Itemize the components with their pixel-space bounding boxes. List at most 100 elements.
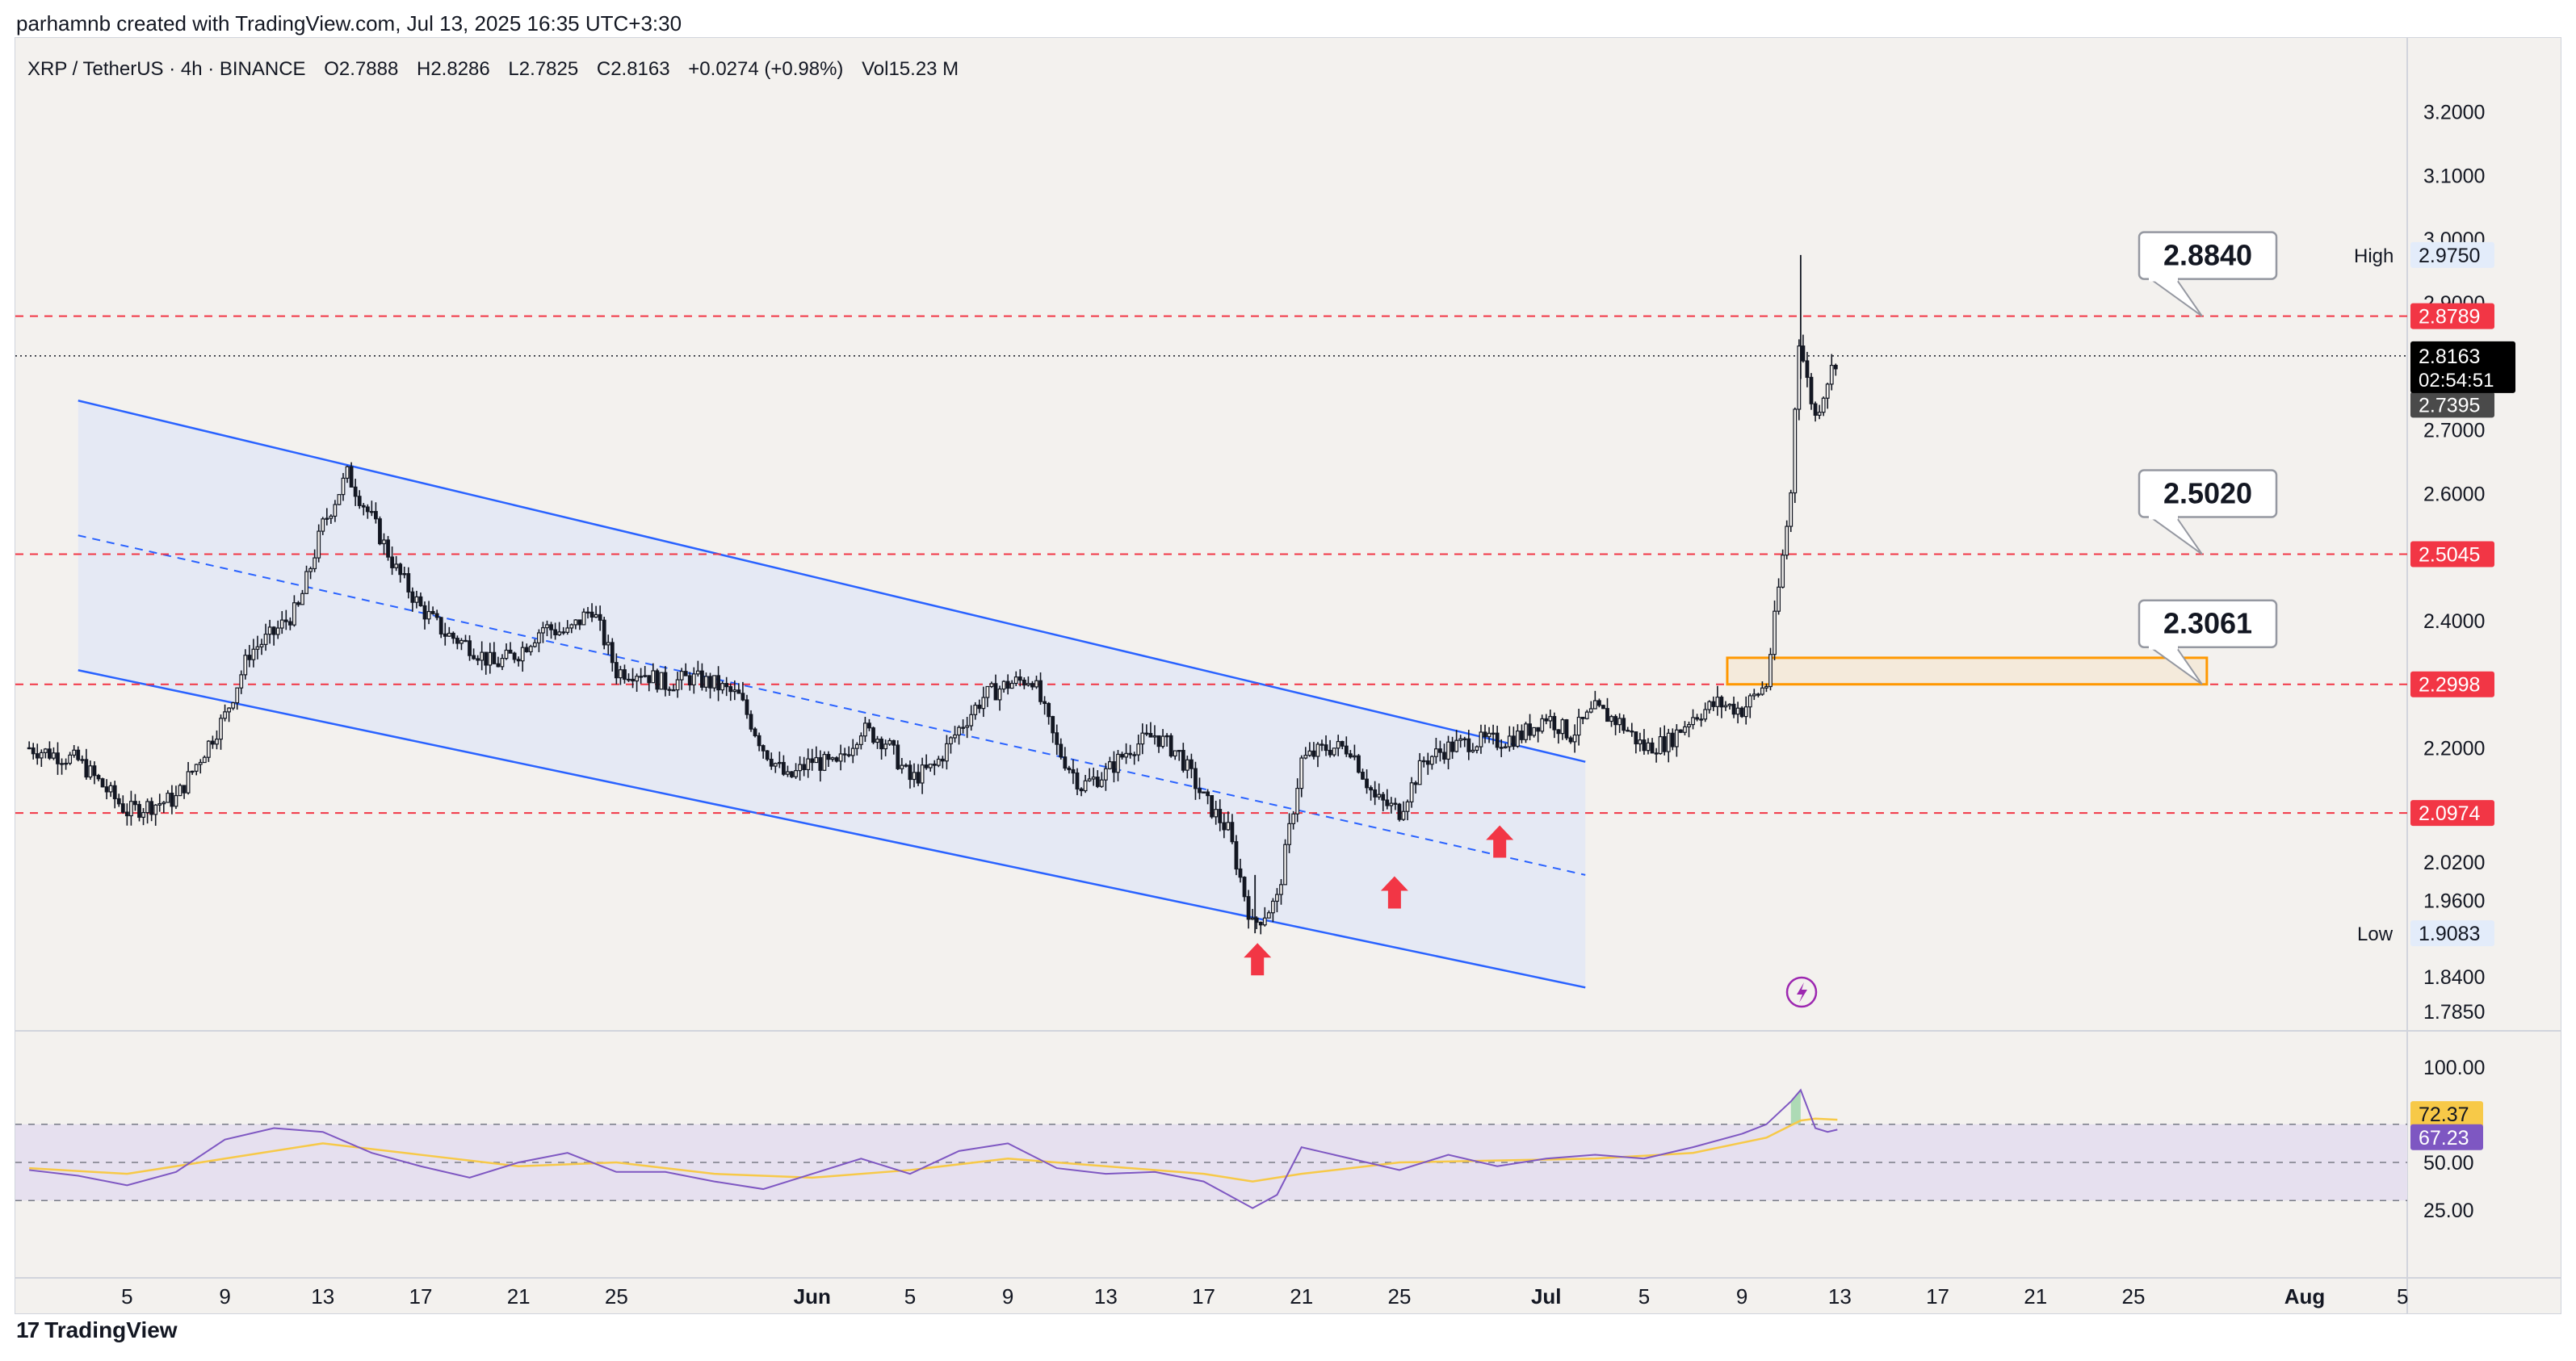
candle-body bbox=[1148, 732, 1153, 738]
candle-body bbox=[68, 754, 73, 764]
candle bbox=[361, 503, 366, 516]
candle-body bbox=[936, 758, 941, 766]
candle bbox=[1059, 738, 1064, 760]
candle-body bbox=[394, 563, 399, 568]
candle bbox=[1747, 693, 1752, 718]
candle bbox=[402, 566, 407, 579]
candle bbox=[1540, 714, 1545, 734]
last-price-text: 2.8163 bbox=[2419, 345, 2480, 368]
candle bbox=[541, 622, 545, 643]
candle bbox=[1695, 714, 1700, 722]
candle-body bbox=[443, 633, 447, 637]
candle-body bbox=[1344, 745, 1349, 755]
candle-body bbox=[434, 613, 439, 618]
candle bbox=[202, 755, 207, 764]
candle bbox=[1674, 724, 1679, 757]
level-price-tag-1: 2.5045 bbox=[2410, 541, 2494, 567]
candle bbox=[211, 735, 215, 749]
candle-body bbox=[133, 801, 137, 806]
candle-body bbox=[1389, 802, 1394, 806]
candle bbox=[1813, 401, 1818, 422]
candle-body bbox=[1022, 680, 1026, 686]
candle bbox=[100, 777, 105, 788]
candle-body bbox=[940, 758, 945, 762]
candle bbox=[149, 797, 154, 822]
candle-body bbox=[1662, 735, 1667, 752]
candle-body bbox=[1246, 896, 1251, 920]
candle bbox=[1177, 749, 1181, 761]
candle-body bbox=[1063, 756, 1068, 769]
candle-body bbox=[834, 757, 839, 762]
high-price-tag-bg bbox=[2410, 241, 2494, 268]
candle bbox=[589, 603, 594, 622]
candle bbox=[1433, 737, 1438, 764]
candle bbox=[1417, 752, 1422, 785]
candle bbox=[1095, 770, 1100, 789]
candle-body bbox=[418, 596, 423, 607]
candle-body bbox=[1515, 730, 1520, 748]
candle-body bbox=[1679, 729, 1683, 733]
candle bbox=[476, 655, 480, 666]
candle bbox=[227, 707, 231, 722]
candle-body bbox=[215, 739, 219, 745]
candle bbox=[145, 798, 150, 824]
candle bbox=[1001, 680, 1006, 693]
candle bbox=[846, 746, 851, 758]
candle bbox=[655, 668, 660, 693]
level-price-tag-1-text: 2.5045 bbox=[2419, 543, 2480, 566]
tradingview-brand[interactable]: 17 TradingView bbox=[16, 1317, 178, 1343]
candle bbox=[536, 629, 541, 652]
candle-body bbox=[1584, 711, 1589, 719]
secondary-price-tag-bg bbox=[2410, 392, 2494, 418]
candle bbox=[157, 794, 162, 812]
candle-body bbox=[329, 515, 334, 519]
candle-body bbox=[304, 571, 308, 594]
candle bbox=[1283, 839, 1287, 886]
candle-body bbox=[1336, 740, 1340, 749]
symbol-name[interactable]: XRP / TetherUS · 4h · BINANCE bbox=[27, 58, 306, 80]
candle-body bbox=[1560, 719, 1565, 735]
candle bbox=[1483, 724, 1487, 743]
candle-body bbox=[1307, 750, 1312, 756]
level-price-tag-0-bg bbox=[2410, 303, 2494, 329]
candle bbox=[1030, 680, 1034, 690]
level-price-tag-2: 2.2998 bbox=[2410, 671, 2494, 697]
candle bbox=[512, 651, 517, 664]
candle bbox=[1365, 769, 1369, 794]
candle bbox=[1592, 690, 1597, 710]
candle bbox=[953, 726, 957, 743]
candle-body bbox=[924, 764, 929, 768]
candle-body bbox=[989, 683, 994, 688]
candle bbox=[1817, 404, 1822, 420]
candle bbox=[92, 761, 97, 785]
candle-body bbox=[296, 602, 300, 605]
candle bbox=[1683, 721, 1687, 735]
candle-body bbox=[1483, 731, 1487, 738]
candle bbox=[1650, 738, 1655, 754]
rsi-tick-label: 25.00 bbox=[2423, 1200, 2474, 1222]
candle bbox=[333, 500, 338, 522]
candle-body bbox=[1405, 801, 1410, 812]
candle bbox=[178, 783, 183, 797]
candle-body bbox=[1202, 791, 1206, 794]
candle-body bbox=[430, 610, 435, 614]
candle-body bbox=[129, 801, 133, 817]
candle-body bbox=[1634, 731, 1638, 745]
candle bbox=[1246, 890, 1251, 929]
candle bbox=[1666, 728, 1671, 763]
candle bbox=[757, 732, 761, 752]
candle-body bbox=[1731, 703, 1736, 715]
candle bbox=[932, 760, 937, 776]
candle-body bbox=[647, 675, 652, 684]
candle bbox=[1723, 701, 1728, 711]
candle bbox=[745, 694, 749, 719]
price-chart[interactable]: 2.88402.50202.30613.20003.10003.00002.90… bbox=[15, 38, 2561, 1313]
candle bbox=[194, 764, 199, 776]
candle-body bbox=[944, 743, 949, 762]
candle-body bbox=[565, 627, 570, 633]
candle bbox=[1148, 722, 1153, 738]
candle-body bbox=[1116, 753, 1120, 773]
chart-panel[interactable]: 2.88402.50202.30613.20003.10003.00002.90… bbox=[15, 37, 2561, 1314]
candle bbox=[1075, 768, 1080, 796]
candle-body bbox=[1051, 716, 1055, 734]
